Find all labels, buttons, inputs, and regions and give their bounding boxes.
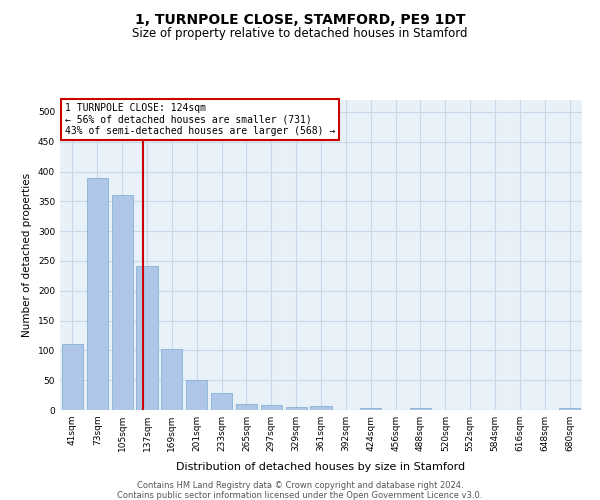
Bar: [112, 196, 133, 410]
Bar: [310, 406, 332, 410]
X-axis label: Distribution of detached houses by size in Stamford: Distribution of detached houses by size …: [176, 462, 466, 472]
Bar: [236, 404, 257, 410]
Bar: [286, 407, 307, 410]
Text: Contains public sector information licensed under the Open Government Licence v3: Contains public sector information licen…: [118, 491, 482, 500]
Text: 1 TURNPOLE CLOSE: 124sqm
← 56% of detached houses are smaller (731)
43% of semi-: 1 TURNPOLE CLOSE: 124sqm ← 56% of detach…: [65, 103, 335, 136]
Bar: [87, 178, 108, 410]
Bar: [360, 408, 381, 410]
Y-axis label: Number of detached properties: Number of detached properties: [22, 173, 32, 337]
Bar: [559, 408, 580, 410]
Bar: [186, 380, 207, 410]
Bar: [261, 405, 282, 410]
Bar: [136, 266, 158, 410]
Bar: [211, 392, 232, 410]
Bar: [62, 344, 83, 410]
Bar: [161, 348, 182, 410]
Text: 1, TURNPOLE CLOSE, STAMFORD, PE9 1DT: 1, TURNPOLE CLOSE, STAMFORD, PE9 1DT: [135, 12, 465, 26]
Bar: [410, 408, 431, 410]
Text: Contains HM Land Registry data © Crown copyright and database right 2024.: Contains HM Land Registry data © Crown c…: [137, 481, 463, 490]
Text: Size of property relative to detached houses in Stamford: Size of property relative to detached ho…: [132, 28, 468, 40]
